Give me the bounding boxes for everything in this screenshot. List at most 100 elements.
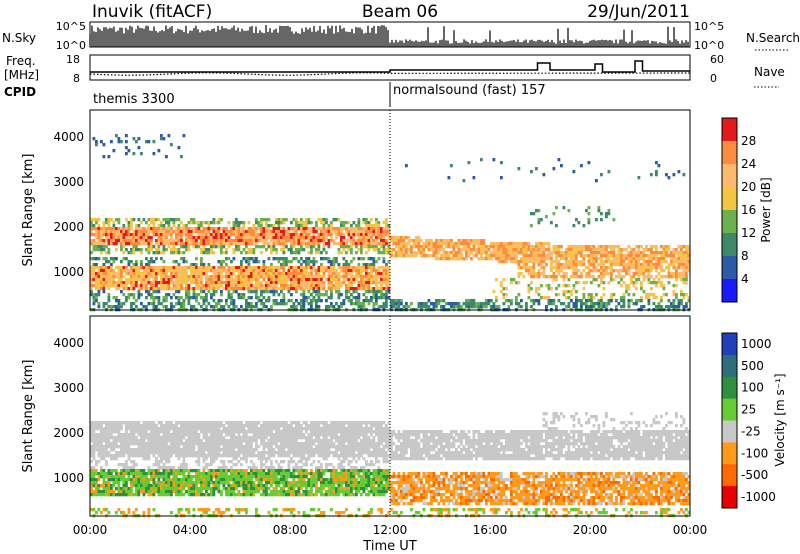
- heatmap-cell: [152, 266, 156, 270]
- heatmap-cell: [297, 278, 301, 282]
- heatmap-cell: [495, 305, 498, 309]
- heatmap-cell: [180, 251, 183, 255]
- heatmap-cell: [160, 487, 163, 491]
- heatmap-cell: [307, 242, 311, 246]
- heatmap-cell: [225, 275, 228, 279]
- heatmap-cell: [132, 293, 136, 297]
- heatmap-cell: [295, 299, 298, 303]
- heatmap-cell: [325, 233, 328, 237]
- heatmap-cell: [505, 242, 508, 246]
- heatmap-cell: [415, 242, 418, 246]
- heatmap-cell: [102, 487, 106, 491]
- heatmap-cell: [382, 281, 386, 285]
- heatmap-cell: [140, 433, 143, 437]
- heatmap-cell: [295, 272, 298, 276]
- heatmap-cell: [295, 278, 298, 282]
- heatmap-cell: [610, 293, 613, 297]
- heatmap-cell: [155, 436, 158, 440]
- heatmap-cell: [297, 284, 301, 288]
- heatmap-cell: [680, 278, 683, 282]
- heatmap-cell: [237, 266, 241, 270]
- heatmap-cell: [262, 278, 266, 282]
- heatmap-cell: [337, 272, 341, 276]
- heatmap-cell: [530, 245, 533, 249]
- heatmap-cell: [395, 251, 398, 255]
- heatmap-cell: [367, 248, 371, 252]
- heatmap-cell: [355, 266, 358, 270]
- heatmap-cell: [612, 248, 616, 252]
- heatmap-cell: [532, 272, 536, 276]
- heatmap-cell: [232, 227, 236, 231]
- heatmap-cell: [110, 266, 113, 270]
- heatmap-cell: [342, 233, 346, 237]
- heatmap-cell: [165, 266, 168, 270]
- heatmap-cell: [650, 287, 653, 291]
- heatmap-cell: [325, 278, 328, 282]
- heatmap-cell: [317, 236, 321, 240]
- heatmap-cell: [147, 248, 151, 252]
- heatmap-cell: [655, 248, 658, 252]
- heatmap-cell: [147, 236, 151, 240]
- heatmap-cell: [615, 254, 618, 258]
- heatmap-cell: [285, 233, 288, 237]
- heatmap-cell: [192, 263, 196, 267]
- heatmap-cell: [212, 233, 216, 237]
- heatmap-cell: [310, 242, 313, 246]
- heatmap-cell: [117, 484, 121, 488]
- heatmap-cell: [297, 272, 301, 276]
- heatmap-cell: [327, 287, 331, 291]
- heatmap-cell: [110, 445, 113, 449]
- heatmap-cell: [97, 484, 101, 488]
- heatmap-cell: [580, 263, 583, 267]
- heatmap-cell: [380, 251, 383, 255]
- heatmap-cell: [240, 281, 243, 285]
- heatmap-cell: [560, 245, 563, 249]
- heatmap-cell: [362, 293, 366, 297]
- heatmap-cell: [175, 436, 178, 440]
- heatmap-cell: [370, 233, 373, 237]
- heatmap-cell: [427, 248, 431, 252]
- heatmap-cell: [445, 242, 448, 246]
- heatmap-cell: [132, 451, 136, 455]
- heatmap-cell: [157, 463, 161, 467]
- heatmap-cell: [112, 481, 116, 485]
- heatmap-cell: [125, 236, 128, 240]
- heatmap-cell: [102, 478, 106, 482]
- heatmap-cell: [90, 233, 93, 237]
- heatmap-cell: [527, 284, 531, 288]
- heatmap-cell: [545, 263, 548, 267]
- heatmap-cell: [565, 263, 568, 267]
- heatmap-cell: [340, 233, 343, 237]
- heatmap-cell: [282, 221, 286, 225]
- heatmap-cell: [400, 299, 403, 303]
- heatmap-cell: [540, 251, 543, 255]
- heatmap-cell: [145, 248, 148, 252]
- heatmap-cell: [380, 242, 383, 246]
- heatmap-cell: [207, 239, 211, 243]
- heatmap-cell: [562, 257, 566, 261]
- heatmap-cell: [522, 251, 526, 255]
- heatmap-cell: [270, 284, 273, 288]
- heatmap-cell: [675, 296, 678, 300]
- heatmap-cell: [152, 233, 156, 237]
- heatmap-cell: [582, 245, 586, 249]
- heatmap-cell: [575, 260, 578, 264]
- heatmap-cell: [150, 242, 153, 246]
- heatmap-cell: [112, 430, 116, 434]
- heatmap-cell: [300, 233, 303, 237]
- heatmap-cell: [90, 424, 93, 428]
- heatmap-cell: [580, 302, 583, 306]
- heatmap-cell: [315, 248, 318, 252]
- heatmap-cell: [565, 284, 568, 288]
- heatmap-cell: [157, 272, 161, 276]
- heatmap-cell: [125, 439, 128, 443]
- heatmap-cell: [127, 427, 131, 431]
- heatmap-cell: [172, 248, 176, 252]
- heatmap-cell: [217, 275, 221, 279]
- heatmap-cell: [277, 272, 281, 276]
- heatmap-cell: [602, 251, 606, 255]
- heatmap-cell: [125, 442, 128, 446]
- heatmap-cell: [272, 302, 276, 306]
- heatmap-cell: [90, 454, 93, 458]
- heatmap-cell: [197, 227, 201, 231]
